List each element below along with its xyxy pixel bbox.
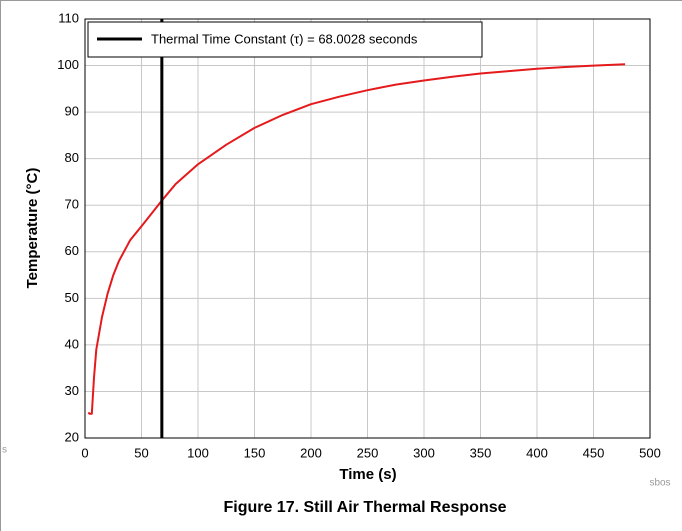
y-tick-label: 100 xyxy=(57,57,79,72)
x-tick-label: 250 xyxy=(357,445,379,460)
x-tick-label: 100 xyxy=(187,445,209,460)
y-tick-label: 60 xyxy=(65,243,79,258)
y-axis-label: Temperature (°C) xyxy=(24,168,41,289)
y-tick-label: 30 xyxy=(65,383,79,398)
y-tick-label: 80 xyxy=(65,150,79,165)
x-tick-label: 300 xyxy=(413,445,435,460)
footer: sbos xyxy=(649,478,670,489)
y-tick-label: 90 xyxy=(65,104,79,119)
plot-border xyxy=(84,18,651,439)
y-tick-label: 20 xyxy=(65,429,79,444)
x-tick-label: 150 xyxy=(244,445,266,460)
x-axis-label: Time (s) xyxy=(339,466,396,483)
chart-title: Figure 17. Still Air Thermal Response xyxy=(223,499,506,516)
y-tick-label: 70 xyxy=(65,197,79,212)
x-tick-label: 500 xyxy=(639,445,661,460)
x-tick-label: 50 xyxy=(134,445,148,460)
series-line xyxy=(87,63,626,415)
x-tick-label: 0 xyxy=(81,445,88,460)
legend-label: Thermal Time Constant (τ) = 68.0028 seco… xyxy=(151,31,418,46)
x-tick-label: 200 xyxy=(300,445,322,460)
y-tick-label: 50 xyxy=(65,290,79,305)
legend-box xyxy=(87,21,483,58)
y-tick-label: 40 xyxy=(65,336,79,351)
x-tick-label: 350 xyxy=(470,445,492,460)
x-tick-label: 450 xyxy=(583,445,605,460)
x-tick-label: 400 xyxy=(526,445,548,460)
side-note: s xyxy=(2,445,7,456)
y-tick-label: 110 xyxy=(58,10,79,25)
